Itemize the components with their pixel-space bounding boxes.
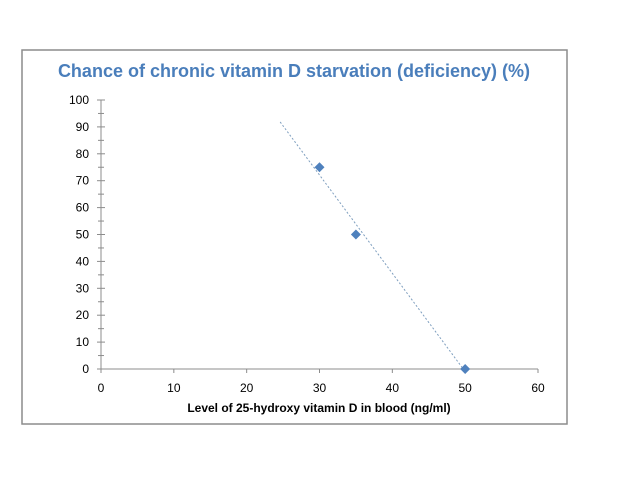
chart-frame xyxy=(21,49,568,425)
data-point xyxy=(314,162,325,173)
x-tick-label: 50 xyxy=(458,381,472,395)
y-tick-label: 60 xyxy=(76,201,90,215)
y-tick-label: 30 xyxy=(76,281,90,295)
data-point xyxy=(350,229,361,240)
y-tick-label: 80 xyxy=(76,147,90,161)
y-tick-label: 100 xyxy=(69,93,89,107)
x-tick-label: 20 xyxy=(240,381,254,395)
x-tick-label: 30 xyxy=(313,381,327,395)
x-tick-label: 40 xyxy=(386,381,400,395)
y-tick-label: 90 xyxy=(76,120,90,134)
y-tick-label: 50 xyxy=(76,228,90,242)
y-tick-label: 40 xyxy=(76,254,90,268)
x-tick-label: 60 xyxy=(531,381,545,395)
y-tick-label: 10 xyxy=(76,335,90,349)
chart-title: Chance of chronic vitamin D starvation (… xyxy=(58,61,530,81)
y-tick-label: 20 xyxy=(76,308,90,322)
x-tick-label: 10 xyxy=(167,381,181,395)
x-axis-label: Level of 25-hydroxy vitamin D in blood (… xyxy=(187,401,450,415)
y-tick-label: 0 xyxy=(82,362,89,376)
data-point xyxy=(460,364,471,374)
x-tick-label: 0 xyxy=(98,381,105,395)
y-tick-label: 70 xyxy=(76,174,90,188)
